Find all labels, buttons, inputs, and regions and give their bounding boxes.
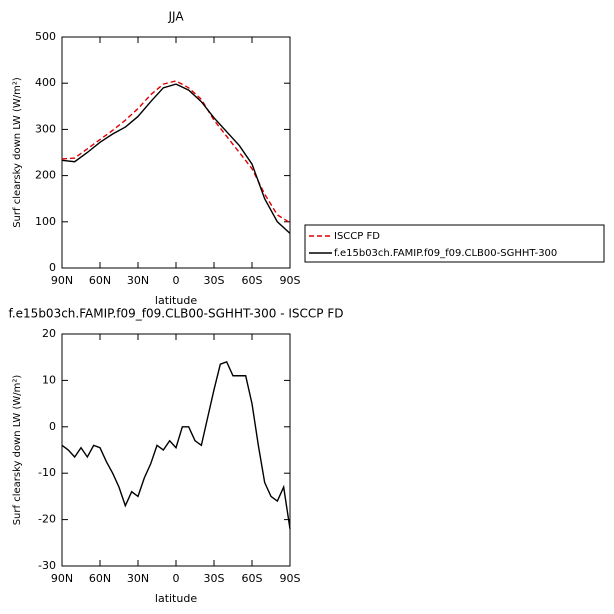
x-tick-label: 30N	[127, 274, 149, 287]
x-tick-label: 60S	[242, 274, 263, 287]
y-tick-label: 300	[35, 122, 56, 135]
legend-label: f.e15b03ch.FAMIP.f09_f09.CLB00-SGHHT-300	[334, 248, 557, 259]
y-tick-label: 200	[35, 169, 56, 182]
x-tick-label: 30N	[127, 572, 149, 585]
y-tick-label: 20	[42, 327, 56, 340]
y-tick-label: -20	[38, 513, 56, 526]
y-axis-label: Surf clearsky down LW (W/m²)	[12, 375, 23, 526]
x-tick-label: 60N	[89, 572, 111, 585]
x-tick-label: 30S	[204, 572, 225, 585]
chart-title: f.e15b03ch.FAMIP.f09_f09.CLB00-SGHHT-300…	[9, 307, 344, 321]
data-line	[61, 80, 291, 224]
y-tick-label: 400	[35, 76, 56, 89]
legend-box	[304, 224, 605, 263]
plot-frame	[61, 36, 291, 269]
y-tick-label: 500	[35, 30, 56, 43]
data-line	[61, 83, 291, 234]
y-tick-label: 10	[42, 373, 56, 386]
x-tick-label: 30S	[204, 274, 225, 287]
x-tick-label: 90N	[51, 274, 73, 287]
x-axis-label: latitude	[155, 294, 197, 307]
y-tick-label: -30	[38, 559, 56, 572]
x-tick-label: 90S	[280, 572, 301, 585]
legend-label: ISCCP FD	[334, 231, 380, 242]
y-tick-label: 0	[49, 420, 56, 433]
chart-title: JJA	[167, 10, 184, 24]
x-tick-label: 90S	[280, 274, 301, 287]
x-axis-label: latitude	[155, 592, 197, 605]
x-tick-label: 90N	[51, 572, 73, 585]
y-tick-label: 0	[49, 261, 56, 274]
y-axis-label: Surf clearsky down LW (W/m²)	[12, 77, 23, 228]
x-tick-label: 60N	[89, 274, 111, 287]
y-tick-label: -10	[38, 466, 56, 479]
plot-frame	[61, 333, 291, 567]
y-tick-label: 100	[35, 215, 56, 228]
x-tick-label: 0	[173, 572, 180, 585]
x-tick-label: 60S	[242, 572, 263, 585]
data-line	[61, 360, 291, 529]
x-tick-label: 0	[173, 274, 180, 287]
